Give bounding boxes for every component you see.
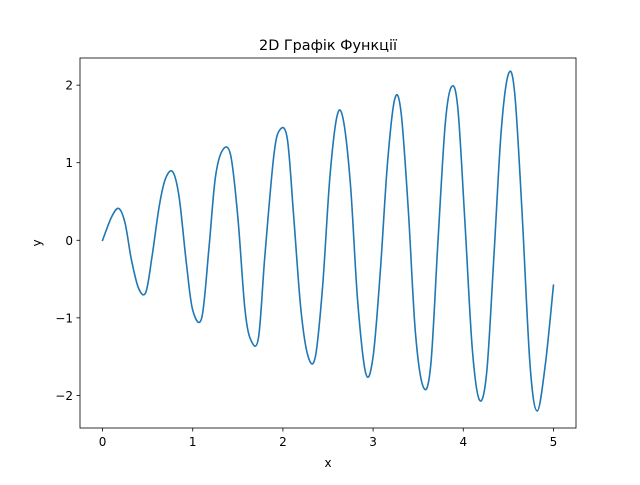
x-tick-label: 2 — [279, 435, 287, 449]
y-tick-label: 1 — [65, 156, 73, 170]
y-tick-label: −1 — [55, 311, 73, 325]
x-tick-label: 0 — [99, 435, 107, 449]
x-axis-label: x — [324, 456, 331, 470]
ticks-layer: 0 1 2 3 4 5 −2 −1 0 1 2 — [55, 79, 557, 449]
plot-area-background — [80, 58, 576, 428]
x-tick-label: 4 — [459, 435, 467, 449]
y-tick-label: 0 — [65, 234, 73, 248]
chart-title: 2D Графік Функції — [259, 38, 398, 54]
y-tick-label: 2 — [65, 79, 73, 93]
plot-frame — [79, 57, 577, 429]
x-tick-label: 5 — [550, 435, 558, 449]
series-line — [101, 70, 555, 412]
y-axis-label: y — [30, 239, 44, 246]
x-tick-label: 1 — [189, 435, 197, 449]
y-tick-label: −2 — [55, 389, 73, 403]
series-layer — [101, 70, 555, 412]
x-tick-label: 3 — [369, 435, 377, 449]
